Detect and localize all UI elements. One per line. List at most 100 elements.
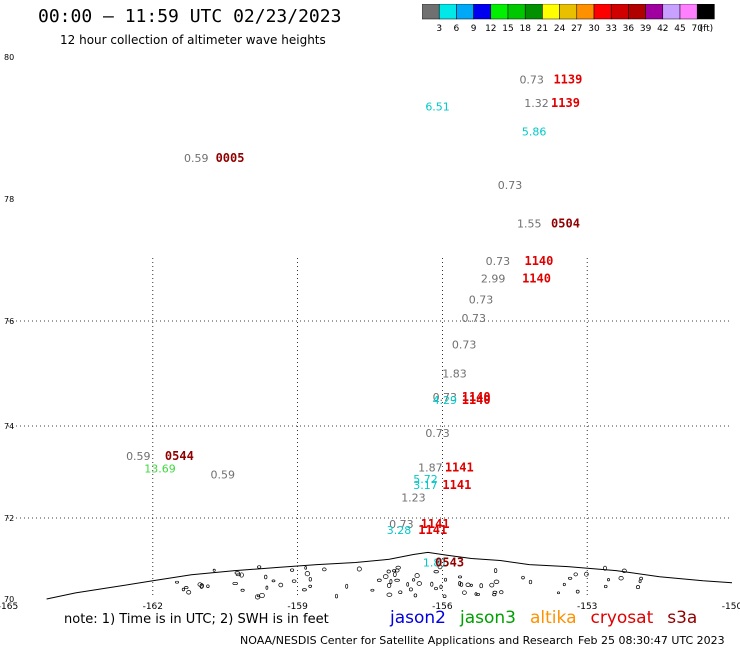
satellite-legend-s3a: s3a bbox=[667, 608, 698, 628]
lon-label: -162 bbox=[143, 602, 163, 610]
colorbar-tick-label: 24 bbox=[554, 24, 566, 34]
obs-time-label: 1140 bbox=[524, 254, 553, 268]
lake-outline bbox=[389, 579, 393, 585]
swh-value: 13.69 bbox=[144, 462, 176, 475]
swh-value: 0.73 bbox=[469, 294, 494, 307]
swh-value: 0.73 bbox=[462, 312, 487, 325]
lake-outline bbox=[489, 582, 495, 588]
colorbar-tick-label: 39 bbox=[640, 24, 652, 34]
swh-value: 0.73 bbox=[389, 518, 414, 531]
lake-outline bbox=[199, 583, 204, 589]
lake-outline bbox=[278, 582, 284, 588]
swh-value: 1.23 bbox=[401, 491, 426, 504]
obs-time-label: 0005 bbox=[216, 151, 245, 165]
lake-outline bbox=[499, 590, 504, 595]
figure-title: 00:00 – 11:59 UTC 02/23/2023 bbox=[38, 6, 342, 27]
lake-outline bbox=[603, 565, 607, 571]
lake-outline bbox=[575, 589, 580, 594]
colorbar-unit-label: (ft) bbox=[700, 24, 714, 34]
lake-outline bbox=[437, 564, 443, 570]
lake-outline bbox=[265, 585, 269, 590]
colorbar-swatch bbox=[696, 4, 715, 20]
lake-outline bbox=[308, 576, 312, 582]
obs-time-label: 1139 bbox=[551, 96, 580, 110]
lake-outline bbox=[413, 593, 418, 598]
lake-outline bbox=[458, 581, 462, 587]
colorbar-tick-label: 27 bbox=[571, 24, 582, 34]
lake-outline bbox=[492, 590, 498, 594]
colorbar-tick-label: 45 bbox=[674, 24, 685, 34]
lake-outline bbox=[439, 584, 443, 590]
colorbar-tick-label: 36 bbox=[623, 24, 635, 34]
obs-time-label: 0544 bbox=[165, 449, 194, 463]
lat-label: 78 bbox=[4, 195, 14, 204]
credit-line: NOAA/NESDIS Center for Satellite Applica… bbox=[240, 634, 574, 647]
lake-outline bbox=[183, 586, 189, 590]
generated-timestamp: Feb 25 08:30:47 UTC 2023 bbox=[578, 634, 725, 647]
lake-outline bbox=[232, 581, 238, 586]
lake-outline bbox=[239, 572, 244, 578]
obs-time-label: 1139 bbox=[553, 73, 582, 87]
colorbar-tick-label: 3 bbox=[436, 24, 442, 34]
swh-value: 5.86 bbox=[522, 126, 547, 139]
obs-time-label: 0543 bbox=[435, 556, 464, 570]
lat-label: 74 bbox=[4, 422, 14, 431]
lake-outline bbox=[304, 571, 311, 577]
lake-outline bbox=[621, 568, 627, 573]
lake-outline bbox=[635, 585, 641, 590]
swh-value: 0.73 bbox=[519, 74, 544, 87]
swh-value: 0.73 bbox=[486, 255, 511, 268]
obs-time-label: 1140 bbox=[522, 271, 551, 285]
swh-value: 0.59 bbox=[126, 450, 151, 463]
colorbar-tick-label: 15 bbox=[502, 24, 513, 34]
lake-outline bbox=[603, 584, 608, 589]
lake-outline bbox=[493, 568, 498, 573]
lake-outline bbox=[457, 575, 463, 579]
lake-outline bbox=[395, 565, 401, 570]
lake-outline bbox=[476, 592, 481, 596]
lake-outline bbox=[465, 582, 471, 587]
lake-outline bbox=[394, 578, 400, 582]
lake-outline bbox=[573, 572, 578, 577]
colorbar-tick-label: 12 bbox=[485, 24, 496, 34]
lake-outline bbox=[174, 580, 180, 584]
lake-outline bbox=[356, 566, 362, 572]
colorbar-tick-label: 33 bbox=[605, 24, 616, 34]
lake-outline bbox=[469, 583, 473, 587]
lake-outline bbox=[434, 586, 438, 591]
swh-value: 1.32 bbox=[524, 97, 549, 110]
lake-outline bbox=[406, 582, 410, 587]
lake-outline bbox=[607, 578, 610, 582]
lake-outline bbox=[370, 588, 375, 592]
lake-outline bbox=[618, 576, 624, 581]
obs-time-label: 1141 bbox=[418, 523, 447, 537]
lake-outline bbox=[639, 576, 643, 581]
swh-value: 0.73 bbox=[433, 391, 458, 404]
colorbar-tick-label: 42 bbox=[657, 24, 668, 34]
lake-outline bbox=[264, 574, 268, 580]
swh-value: 1.83 bbox=[442, 368, 467, 381]
satellite-legend-jason3: jason3 bbox=[460, 608, 516, 628]
lake-outline bbox=[392, 569, 397, 573]
lat-label: 72 bbox=[4, 514, 14, 523]
lake-outline bbox=[556, 591, 561, 595]
lon-label: -156 bbox=[432, 602, 453, 610]
lake-outline bbox=[416, 581, 422, 586]
lake-outline bbox=[479, 583, 483, 589]
swh-value: 3.17 bbox=[413, 479, 438, 492]
lake-outline bbox=[412, 578, 416, 582]
colorbar-tick-label: 70 bbox=[691, 24, 703, 34]
units-note: note: 1) Time is in UTC; 2) SWH is in fe… bbox=[64, 612, 329, 627]
lake-outline bbox=[186, 590, 192, 595]
lake-outline bbox=[335, 593, 338, 599]
lake-outline bbox=[567, 576, 573, 580]
obs-time-label: 1140 bbox=[462, 393, 491, 407]
lake-outline bbox=[474, 592, 478, 596]
lake-outline bbox=[459, 582, 464, 587]
colorbar-tick-label: 21 bbox=[537, 24, 548, 34]
lon-label: -165 bbox=[0, 602, 18, 610]
figure-subtitle: 12 hour collection of altimeter wave hei… bbox=[60, 33, 326, 47]
satellite-legend-cryosat: cryosat bbox=[590, 608, 654, 628]
lake-outline bbox=[291, 579, 297, 583]
colorbar-tick-label: 18 bbox=[519, 24, 531, 34]
